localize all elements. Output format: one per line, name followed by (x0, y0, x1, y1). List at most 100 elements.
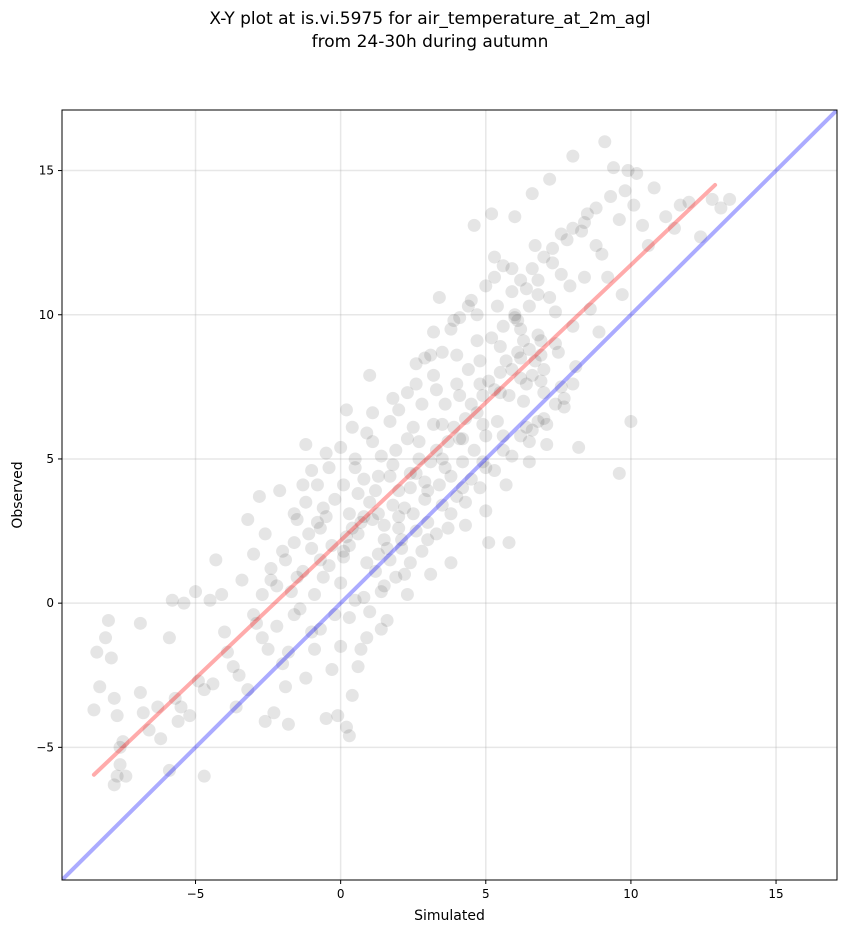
data-point (421, 484, 435, 498)
data-point (505, 449, 519, 463)
data-point (424, 455, 438, 469)
data-point (313, 521, 327, 535)
data-point (258, 527, 272, 541)
data-point (415, 544, 429, 558)
data-point (229, 700, 243, 714)
y-axis-ticks: −5 0 5 10 15 (36, 164, 62, 754)
data-point (371, 547, 385, 561)
data-point (308, 642, 322, 656)
data-point (621, 164, 635, 178)
data-point (482, 374, 496, 388)
data-point (624, 414, 638, 428)
data-point (667, 221, 681, 235)
data-point (177, 596, 191, 610)
x-tick-label: 10 (623, 887, 638, 901)
data-point (444, 469, 458, 483)
data-point (508, 308, 522, 322)
data-point (511, 314, 525, 328)
data-point (427, 325, 441, 339)
data-point (287, 536, 301, 550)
data-point (514, 351, 528, 365)
data-point (473, 377, 487, 391)
data-point (580, 207, 594, 221)
data-point (424, 567, 438, 581)
data-point (447, 420, 461, 434)
data-point (429, 443, 443, 457)
data-point (374, 622, 388, 636)
data-point (618, 184, 632, 198)
data-point (351, 487, 365, 501)
data-point (93, 680, 107, 694)
one-to-one-line (62, 110, 837, 880)
data-point (255, 587, 269, 601)
data-point (165, 593, 179, 607)
data-point (461, 363, 475, 377)
data-point (482, 536, 496, 550)
data-point (432, 478, 446, 492)
data-point (191, 674, 205, 688)
data-point (531, 288, 545, 302)
data-point (255, 631, 269, 645)
data-point (505, 262, 519, 276)
data-point (496, 443, 510, 457)
data-point (342, 538, 356, 552)
data-point (383, 553, 397, 567)
x-tick-label: 0 (337, 887, 345, 901)
data-point (334, 440, 348, 454)
data-point (534, 374, 548, 388)
data-point (316, 570, 330, 584)
data-point (514, 273, 528, 287)
data-point (183, 709, 197, 723)
y-axis-label: Observed (10, 461, 26, 528)
data-point (487, 383, 501, 397)
data-point (310, 478, 324, 492)
data-point (296, 478, 310, 492)
data-point (331, 709, 345, 723)
data-point (496, 259, 510, 273)
data-point (546, 241, 560, 255)
data-point (490, 299, 504, 313)
data-point (508, 210, 522, 224)
data-point (551, 345, 565, 359)
data-point (540, 438, 554, 452)
data-point (305, 541, 319, 555)
data-point (133, 686, 147, 700)
data-point (453, 389, 467, 403)
data-point (554, 380, 568, 394)
data-point (261, 642, 275, 656)
data-point (136, 706, 150, 720)
data-point (487, 463, 501, 477)
data-point (281, 717, 295, 731)
data-point (386, 458, 400, 472)
data-point (572, 440, 586, 454)
data-point (505, 285, 519, 299)
data-point (458, 412, 472, 426)
data-point (357, 472, 371, 486)
data-point (627, 198, 641, 212)
data-point (525, 262, 539, 276)
data-point (412, 452, 426, 466)
data-point (427, 417, 441, 431)
data-point (154, 732, 168, 746)
data-point (339, 720, 353, 734)
data-point (87, 703, 101, 717)
data-point (487, 250, 501, 264)
data-point (325, 538, 339, 552)
data-point (566, 221, 580, 235)
data-point (554, 227, 568, 241)
data-point (694, 230, 708, 244)
data-point (203, 593, 217, 607)
data-point (598, 135, 612, 149)
data-point (409, 466, 423, 480)
data-point (299, 438, 313, 452)
data-point (467, 443, 481, 457)
data-point (366, 513, 380, 527)
data-point (113, 758, 127, 772)
data-point (337, 544, 351, 558)
data-point (206, 677, 220, 691)
data-point (493, 386, 507, 400)
data-point (392, 510, 406, 524)
data-point (479, 504, 493, 518)
data-point (522, 455, 536, 469)
data-point (270, 619, 284, 633)
